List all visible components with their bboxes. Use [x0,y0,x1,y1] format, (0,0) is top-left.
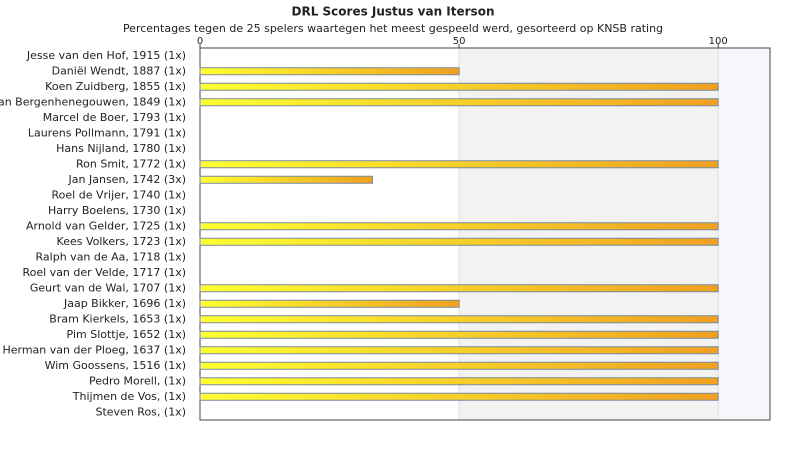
y-tick-label: Herman van der Ploeg, 1637 (1x) [2,343,186,356]
y-tick-label: Steven Ros, (1x) [95,405,186,418]
bar [199,315,719,324]
y-tick-label: Jan Jansen, 1742 (3x) [68,173,186,186]
y-tick-label: Wim Goossens, 1516 (1x) [45,359,186,372]
bar [199,222,719,231]
y-tick-label: Marcel de Boer, 1793 (1x) [43,111,186,124]
y-tick-label: Pedro Morell, (1x) [89,374,186,387]
y-tick-label: Ron Smit, 1772 (1x) [76,157,186,170]
x-tick-label: 0 [197,36,203,47]
y-tick-label: Ralph van de Aa, 1718 (1x) [36,250,186,263]
plot-frame [199,47,771,421]
bar [199,98,719,107]
bar [199,361,719,370]
y-tick-label: Harry Boelens, 1730 (1x) [48,204,186,217]
plot-band [718,48,770,420]
plot-band [200,48,460,420]
y-tick-label: Geurt van de Wal, 1707 (1x) [30,281,186,294]
plot-band [459,48,719,420]
bar [199,330,719,339]
y-tick-label: Jesse van den Hof, 1915 (1x) [26,49,186,62]
y-tick-label: Roel de Vrijer, 1740 (1x) [52,188,186,201]
bar [199,67,460,76]
y-tick-label: Jaap Bikker, 1696 (1x) [63,297,186,310]
y-tick-label: Hans Nijland, 1780 (1x) [56,142,186,155]
y-tick-label: Daniël Wendt, 1887 (1x) [52,64,186,77]
bar [199,377,719,386]
chart-subtitle: Percentages tegen de 25 spelers waartege… [123,22,663,35]
bar [199,175,374,184]
bar [199,284,719,293]
y-tick-label: Thijmen de Vos, (1x) [72,390,186,403]
y-tick-label: Koen Zuidberg, 1855 (1x) [45,80,186,93]
y-tick-label: Pim Slottje, 1652 (1x) [67,328,186,341]
y-tick-label: Bram Kierkels, 1653 (1x) [49,312,186,325]
x-tick-label: 50 [453,36,466,47]
bar [199,299,460,308]
y-tick-label: Roel van der Velde, 1717 (1x) [22,266,186,279]
y-tick-label: Kees Volkers, 1723 (1x) [57,235,186,248]
bar [199,82,719,91]
y-tick-label: Arnold van Gelder, 1725 (1x) [26,219,186,232]
chart-title: DRL Scores Justus van Iterson [292,5,495,19]
bar [199,346,719,355]
bar [199,160,719,169]
bar [199,392,719,401]
y-tick-label: Laurens Pollmann, 1791 (1x) [28,126,186,139]
y-tick-label: van Bergenhenegouwen, 1849 (1x) [0,95,186,108]
x-tick-label: 100 [709,36,728,47]
bar [199,237,719,246]
